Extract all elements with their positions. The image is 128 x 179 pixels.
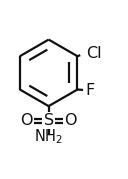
Text: F: F	[86, 83, 95, 98]
Text: O: O	[20, 113, 33, 128]
Text: O: O	[65, 113, 77, 128]
Text: Cl: Cl	[86, 45, 101, 61]
Text: S: S	[44, 113, 54, 128]
Text: NH$_2$: NH$_2$	[34, 127, 63, 146]
